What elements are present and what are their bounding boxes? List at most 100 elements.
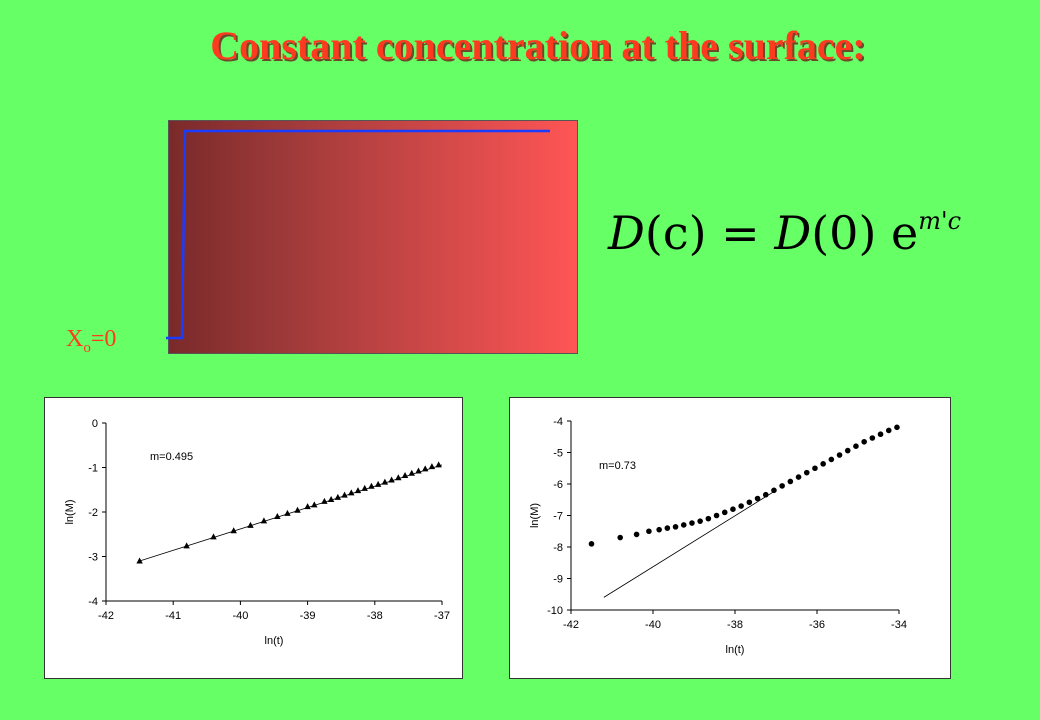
slope-annotation: m=0.73 (599, 460, 636, 472)
data-point (274, 512, 281, 519)
eq-exp-base: e (876, 206, 919, 260)
y-tick-label: -7 (553, 511, 563, 523)
data-point (294, 506, 301, 513)
x-tick-label: -42 (563, 619, 579, 631)
data-point (771, 487, 777, 494)
data-point (304, 503, 311, 510)
data-point (738, 503, 744, 509)
data-point (787, 478, 794, 485)
y-tick-label: -6 (553, 479, 563, 491)
data-point (746, 499, 753, 506)
data-point (401, 472, 409, 479)
x-tick-label: -37 (434, 610, 450, 622)
data-point (730, 506, 736, 512)
data-point (697, 518, 703, 524)
data-point (721, 509, 728, 516)
x-tick-label: -40 (232, 610, 248, 622)
data-point (689, 520, 695, 526)
data-point (869, 435, 876, 441)
data-point (885, 427, 892, 434)
data-point (334, 493, 342, 500)
xo-main: X (66, 326, 84, 352)
chart-left-svg: 0 -1 -2 -3 -4-42 -41 -40 -39 -38 -37 ln(t) ln(M) m=0… (64, 418, 450, 647)
data-point (210, 533, 217, 540)
x-axis-label: ln(t) (265, 635, 284, 647)
x-tick-label: -39 (300, 610, 316, 622)
eq-lhs-arg: (c) (644, 206, 707, 260)
data-point (284, 509, 291, 516)
data-point (803, 469, 810, 476)
data-point (828, 456, 835, 463)
data-point (588, 541, 595, 547)
data-point (415, 467, 422, 474)
data-point (646, 528, 652, 535)
data-point (388, 476, 395, 483)
data-point (812, 465, 818, 472)
data-point (877, 431, 884, 438)
slope-annotation: m=0.495 (150, 451, 193, 463)
data-point (779, 483, 785, 489)
y-tick-label: -4 (88, 596, 98, 608)
x-tick-label: -36 (809, 619, 825, 631)
xo-subscript: o (83, 339, 91, 356)
data-point (374, 480, 382, 487)
data-point (713, 512, 720, 519)
data-point (395, 474, 402, 481)
data-point (754, 495, 761, 502)
y-tick-label: -3 (88, 552, 98, 564)
slide-title: Constant concentration at the surface: (210, 23, 866, 68)
concentration-domain-box (168, 120, 578, 354)
data-point (680, 522, 687, 528)
eq-rhs-arg: (0) (811, 206, 877, 260)
x-tick-label: -38 (727, 619, 743, 631)
fit-line (603, 489, 777, 598)
chart-right: -4 -5 -6 -7 -8 -9 -10 -42 -40 -38 -36 -34 ln(t) ln(M)… (509, 397, 951, 679)
y-tick-label: -2 (88, 507, 98, 519)
data-point (408, 469, 415, 476)
data-point (435, 461, 442, 468)
surface-position-label: Xo=0 (66, 326, 116, 357)
y-axis-label: ln(M) (529, 503, 541, 528)
x-tick-label: -41 (165, 610, 181, 622)
x-axis-label: ln(t) (726, 644, 745, 656)
data-point (183, 542, 190, 549)
data-point (247, 521, 254, 528)
data-point (762, 491, 769, 498)
data-point (260, 517, 268, 524)
data-point (341, 491, 348, 498)
x-tick-label: -34 (891, 619, 907, 631)
data-point (230, 527, 237, 534)
y-tick-label: -1 (88, 463, 98, 475)
y-tick-label: -9 (553, 574, 563, 586)
data-point (428, 463, 436, 470)
data-point (820, 461, 826, 467)
y-tick-label: -10 (547, 605, 563, 617)
data-point (617, 534, 623, 541)
x-tick-label: -38 (367, 610, 383, 622)
data-point (672, 524, 679, 530)
data-point (361, 484, 368, 491)
data-point (381, 478, 389, 485)
data-point (311, 501, 318, 508)
y-axis-label: ln(M) (64, 499, 76, 524)
data-point (795, 474, 802, 480)
data-point (422, 465, 429, 472)
y-tick-label: -5 (553, 448, 563, 460)
xo-value: =0 (90, 326, 117, 352)
data-point (354, 487, 362, 494)
data-point (894, 424, 900, 431)
y-tick-label: -4 (553, 416, 563, 428)
x-tick-label: -42 (98, 610, 114, 622)
surface-step-profile (166, 129, 550, 340)
data-point (327, 496, 335, 503)
y-tick-label: -8 (553, 542, 563, 554)
chart-left: 0 -1 -2 -3 -4 -42 -41 -40 -39 -38 -37 ln(t) ln(M) m=0… (44, 397, 463, 679)
data-point (136, 557, 143, 564)
data-point (321, 497, 328, 504)
eq-exp-power: m'c (918, 206, 962, 235)
data-point (836, 452, 843, 458)
eq-lhs-func: D (608, 206, 645, 260)
data-point (664, 525, 671, 531)
data-point (633, 531, 640, 538)
